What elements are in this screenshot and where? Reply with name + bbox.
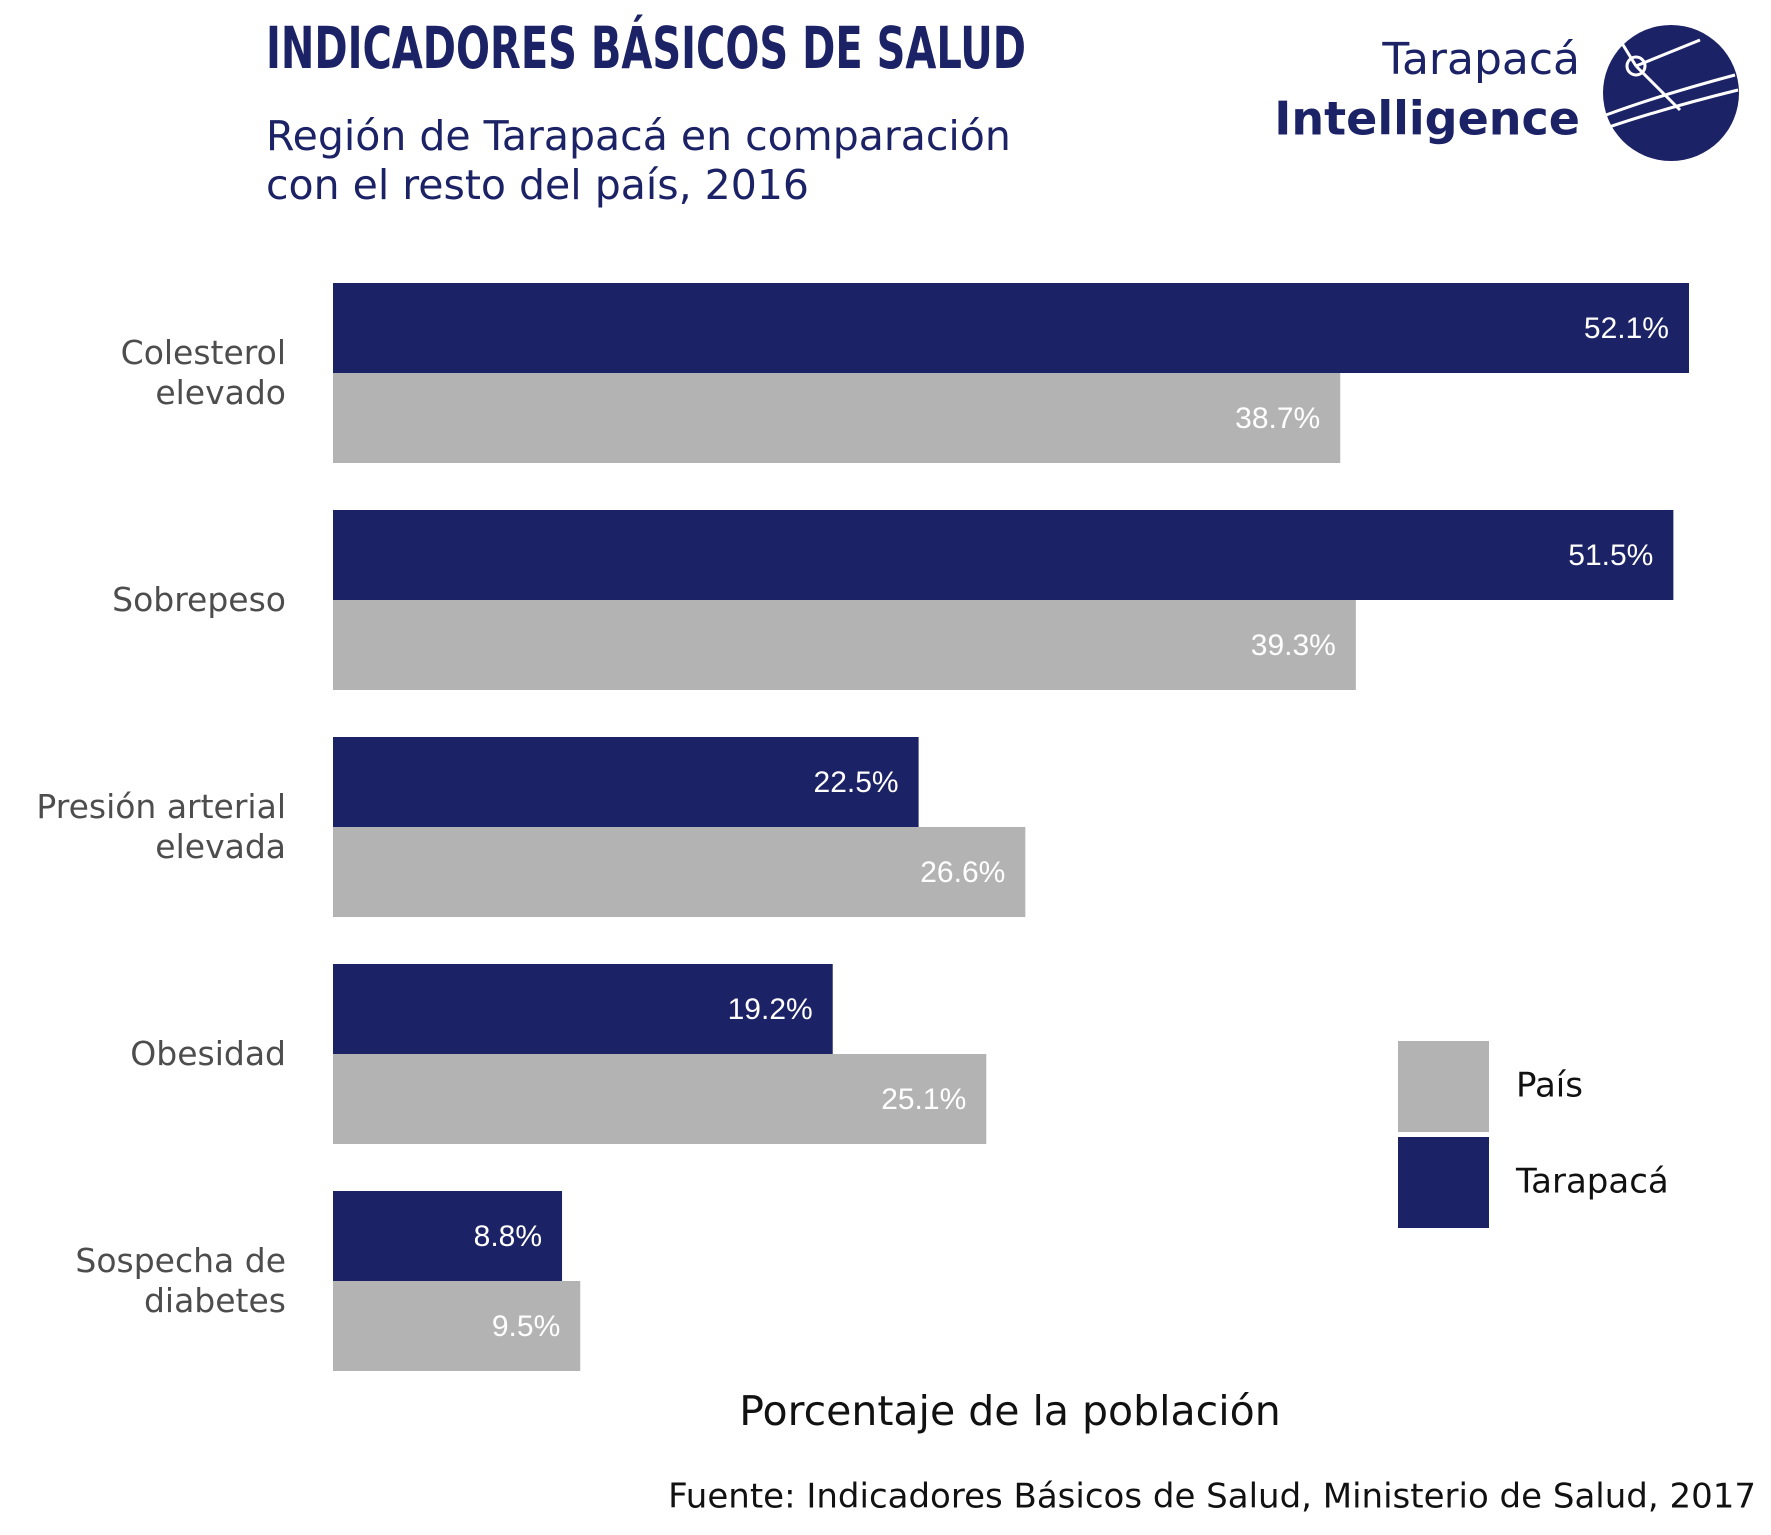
subtitle: con el resto del país, 2016	[266, 161, 809, 209]
bar	[333, 737, 919, 827]
legend-label: Tarapacá	[1515, 1162, 1669, 1202]
logo-text: Intelligence	[1274, 92, 1580, 146]
data-label: 9.5%	[492, 1310, 560, 1343]
category-label: Obesidad	[130, 1034, 286, 1073]
category-label: Colesterol elevado	[120, 333, 286, 412]
legend-swatch	[1398, 1041, 1489, 1132]
bar	[333, 964, 833, 1054]
source: Fuente: Indicadores Básicos de Salud, Mi…	[668, 1477, 1756, 1517]
data-label: 39.3%	[1251, 629, 1336, 662]
bar	[333, 373, 1341, 463]
data-label: 25.1%	[881, 1083, 966, 1116]
bar	[333, 1281, 581, 1371]
bar	[333, 1191, 563, 1281]
x-axis-title: Porcentaje de la población	[739, 1387, 1280, 1435]
bar	[333, 1054, 987, 1144]
bar	[333, 600, 1356, 690]
bar	[333, 510, 1674, 600]
data-label: 26.6%	[920, 856, 1005, 889]
bar	[333, 283, 1689, 373]
data-label: 38.7%	[1235, 402, 1320, 435]
bar	[333, 827, 1026, 917]
legend-swatch	[1398, 1137, 1489, 1228]
data-label: 8.8%	[474, 1220, 542, 1253]
subtitle: Región de Tarapacá en comparación	[266, 112, 1011, 160]
data-label: 22.5%	[814, 766, 899, 799]
category-label: Sospecha de diabetes	[75, 1241, 286, 1320]
category-label: Sobrepeso	[112, 580, 286, 619]
data-label: 19.2%	[728, 993, 813, 1026]
logo-icon	[1603, 25, 1739, 161]
category-label: Presión arterial elevada	[36, 787, 286, 866]
data-label: 52.1%	[1584, 312, 1669, 345]
logo-text: Tarapacá	[1381, 34, 1580, 85]
legend-label: País	[1516, 1066, 1583, 1106]
chart-title: INDICADORES BÁSICOS DE SALUD	[266, 13, 1026, 82]
data-label: 51.5%	[1568, 539, 1653, 572]
